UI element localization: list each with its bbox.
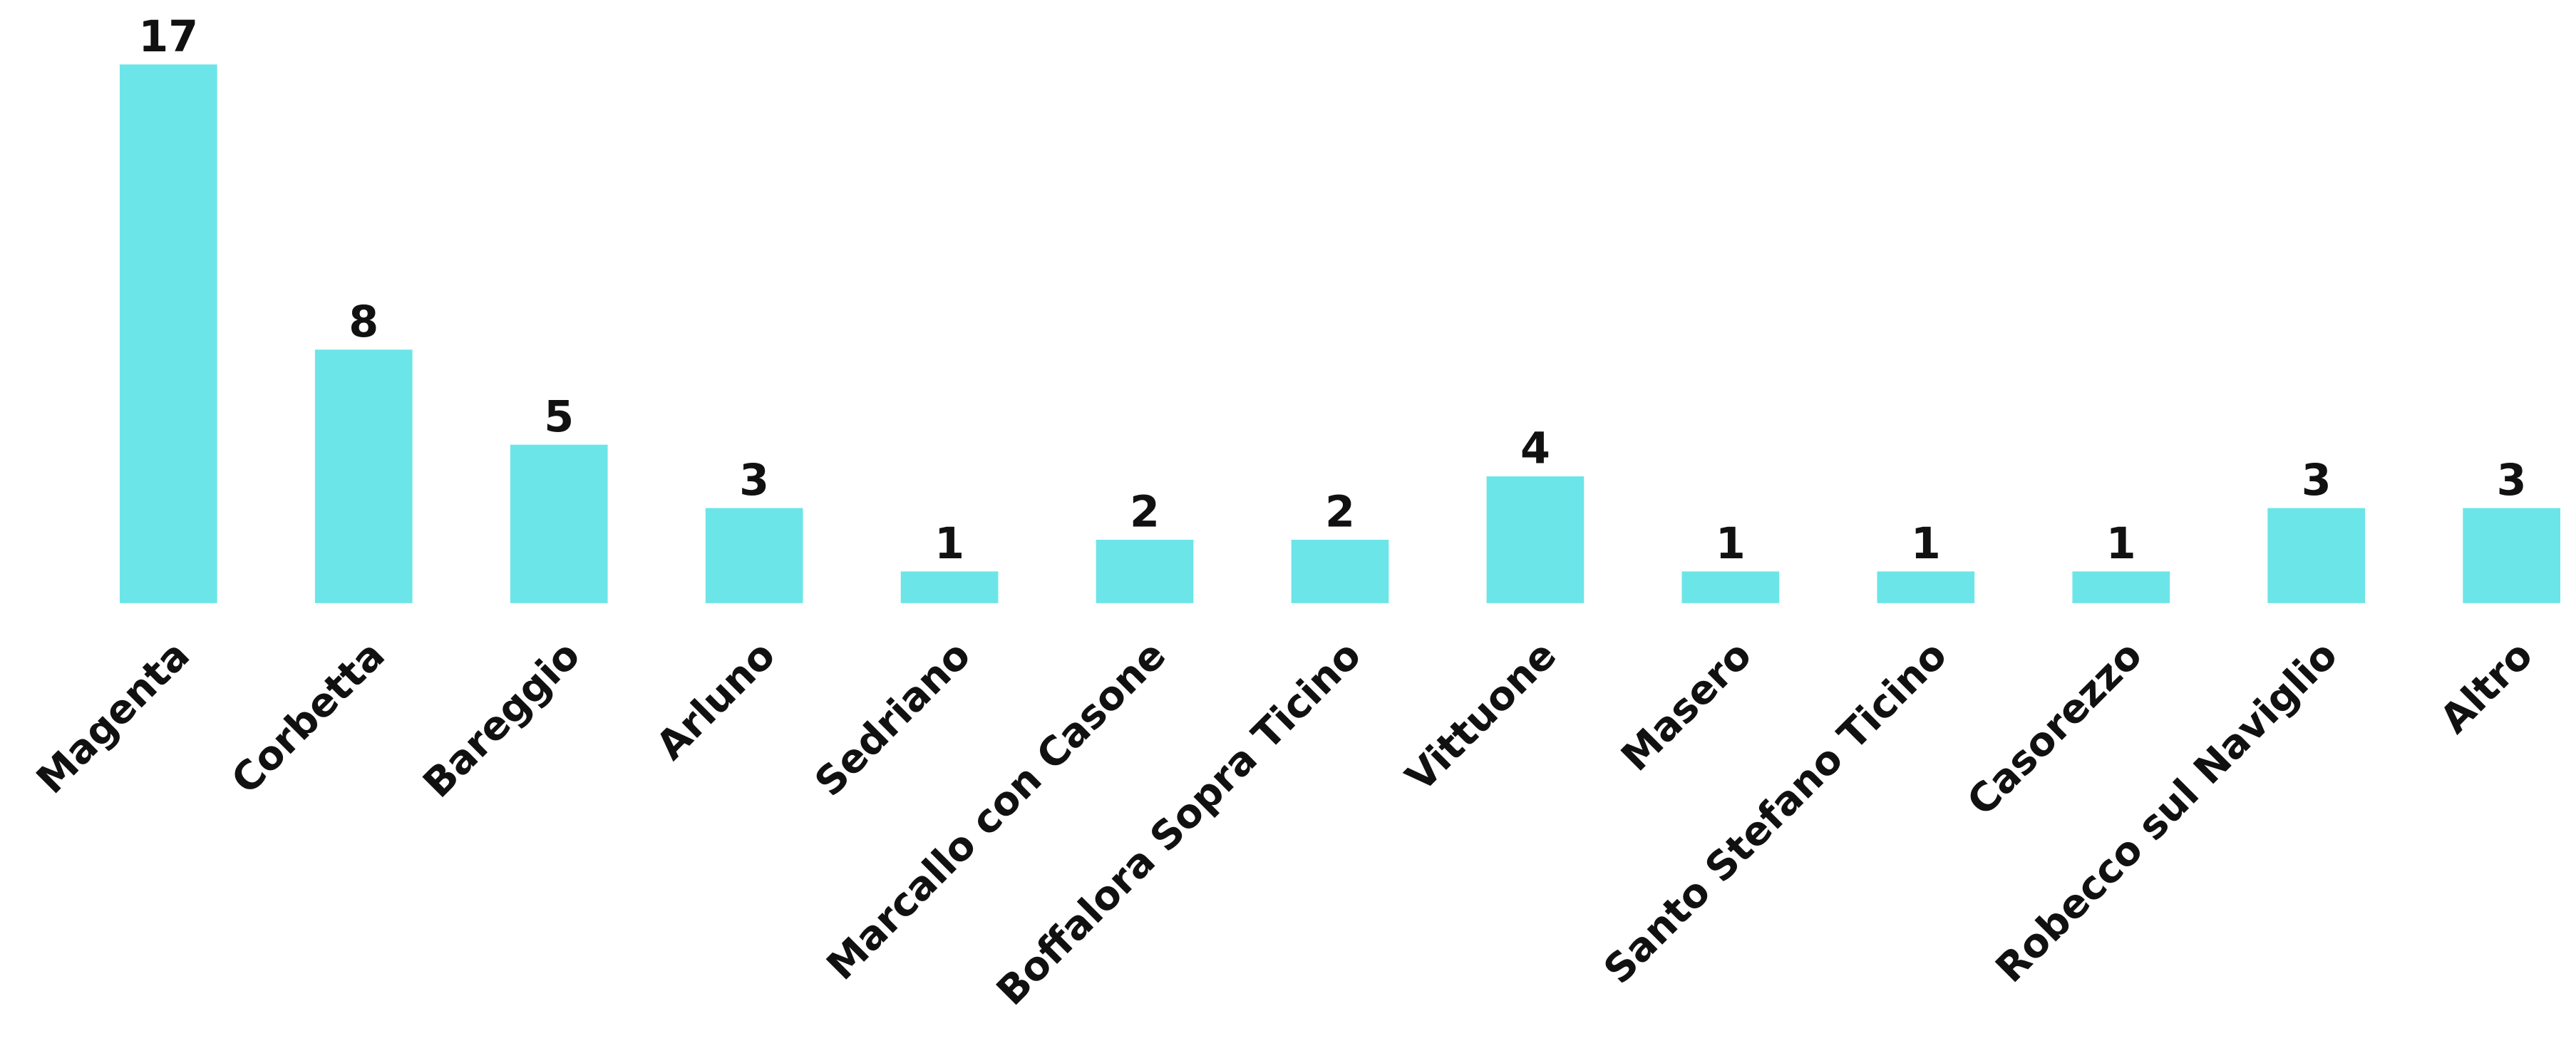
x-tick-label: Marcallo con Casone [818,632,1175,989]
bar [314,349,413,603]
x-tick-label: Vittuone [1397,632,1565,800]
bar [2267,508,2366,603]
x-tick-label: Sedriano [806,632,979,806]
bar [1681,571,1780,603]
value-label: 2 [1325,487,1355,537]
x-tick-label: Altro [2431,632,2542,742]
x-tick-label: Masero [1612,632,1761,780]
x-tick-label: Casorezzo [1959,632,2152,825]
bar [2463,508,2560,603]
x-tick-label: Corbetta [223,632,394,803]
x-tick-label: Arluno [647,632,784,769]
bar [510,444,608,603]
value-label: 8 [349,297,378,347]
bar [900,571,999,603]
value-label: 3 [739,456,769,506]
x-tick-label: Bareggio [414,632,589,806]
x-tick-label: Magenta [28,632,199,803]
value-label: 3 [2497,456,2527,506]
bar [2072,571,2170,603]
bar [705,508,803,603]
value-label: 5 [544,392,574,442]
value-label: 1 [1716,519,1746,569]
value-label: 17 [138,12,198,62]
value-label: 1 [2106,519,2136,569]
value-label: 2 [1130,487,1160,537]
value-label: 1 [934,519,964,569]
value-label: 4 [1520,424,1550,474]
value-label: 3 [2302,456,2332,506]
value-label: 1 [1911,519,1941,569]
x-tick-label: Boffalora Sopra Ticino [988,632,1370,1015]
bar [1877,571,1975,603]
x-tick-label: Robecco sul Naviglio [1987,632,2346,992]
bar [1096,539,1194,603]
bar [119,64,217,603]
bar [1291,539,1389,603]
x-tick-label: Santo Stefano Ticino [1595,632,1956,993]
bar [1486,476,1585,603]
